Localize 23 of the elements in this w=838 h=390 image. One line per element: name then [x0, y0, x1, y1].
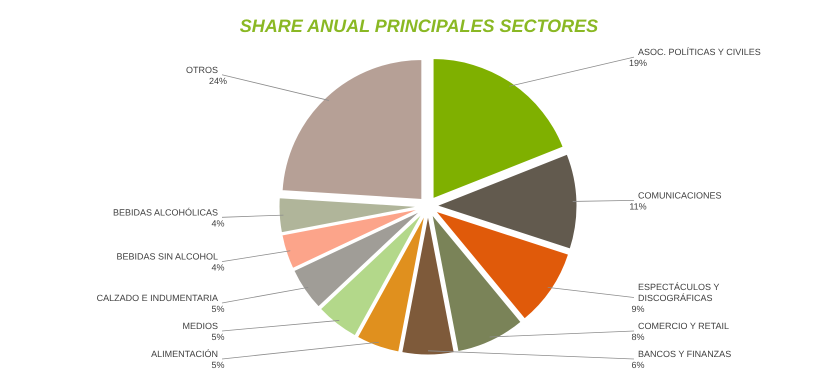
slice-label: BEBIDAS ALCOHÓLICAS [112, 207, 218, 218]
slice-label: COMERCIO Y RETAIL [638, 321, 730, 331]
slice-label: OTROS [186, 64, 218, 75]
data-label: 24% [208, 76, 228, 86]
chart-title: SHARE ANUAL PRINCIPALES SECTORES [240, 16, 598, 36]
data-label: 5% [211, 360, 225, 370]
data-label: 11% [629, 201, 647, 212]
slice-label: BANCOS Y FINANZAS [638, 349, 732, 359]
data-label: 5% [211, 332, 225, 342]
slice-label: ALIMENTACIÓN [151, 349, 218, 359]
slice-label: BEBIDAS SIN ALCOHOL [116, 252, 218, 262]
slice-label: CALZADO E INDUMENTARIA [96, 293, 218, 303]
data-label: 19% [628, 58, 648, 68]
slice-label: ASOC. POLÍTICAS Y CIVILES [638, 47, 761, 58]
data-label: 6% [631, 360, 645, 370]
data-label: 8% [631, 332, 645, 342]
data-label: 5% [211, 304, 225, 314]
slice-label: ESPECTÁCULOS Y DISCOGRÁFICAS [638, 282, 720, 303]
slice-label: MEDIOS [182, 321, 218, 331]
data-label: 9% [631, 304, 645, 314]
data-label: 4% [211, 218, 225, 228]
slice-label: COMUNICACIONES [638, 190, 722, 200]
data-label: 4% [211, 262, 225, 273]
